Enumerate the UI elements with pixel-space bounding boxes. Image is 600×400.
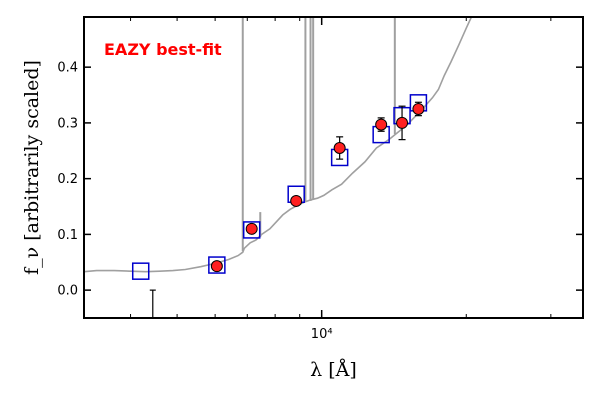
model-square [131,262,150,280]
y-tick-label: 0.0 [57,284,78,299]
x-axis-title: λ [Å] [310,359,357,381]
axes-frame [83,16,584,319]
model-square [242,221,261,239]
observed-point [290,194,303,207]
emission-lines [241,17,396,252]
y-tick-label: 0.2 [57,172,78,187]
observed-point [333,141,346,154]
observed-point [396,116,409,129]
y-axis-title: f_ν [arbitrarily scaled] [21,60,43,275]
observed-points [210,101,425,273]
upper-limits [149,289,156,318]
observed-point [412,102,425,115]
y-ticks: 0.0 0.1 0.2 0.3 0.4 [57,61,583,299]
model-square [208,256,226,274]
observed-point [375,118,388,131]
x-ticks: 10⁴ [130,17,552,342]
x-tick-label: 10⁴ [311,327,333,342]
annotation-label: EAZY best-fit [104,40,222,59]
plot-area [83,16,473,318]
y-tick-label: 0.3 [57,116,78,131]
observed-point [245,222,258,235]
y-tick-label: 0.4 [57,61,78,76]
observed-point [210,260,223,273]
y-tick-label: 0.1 [57,228,78,243]
